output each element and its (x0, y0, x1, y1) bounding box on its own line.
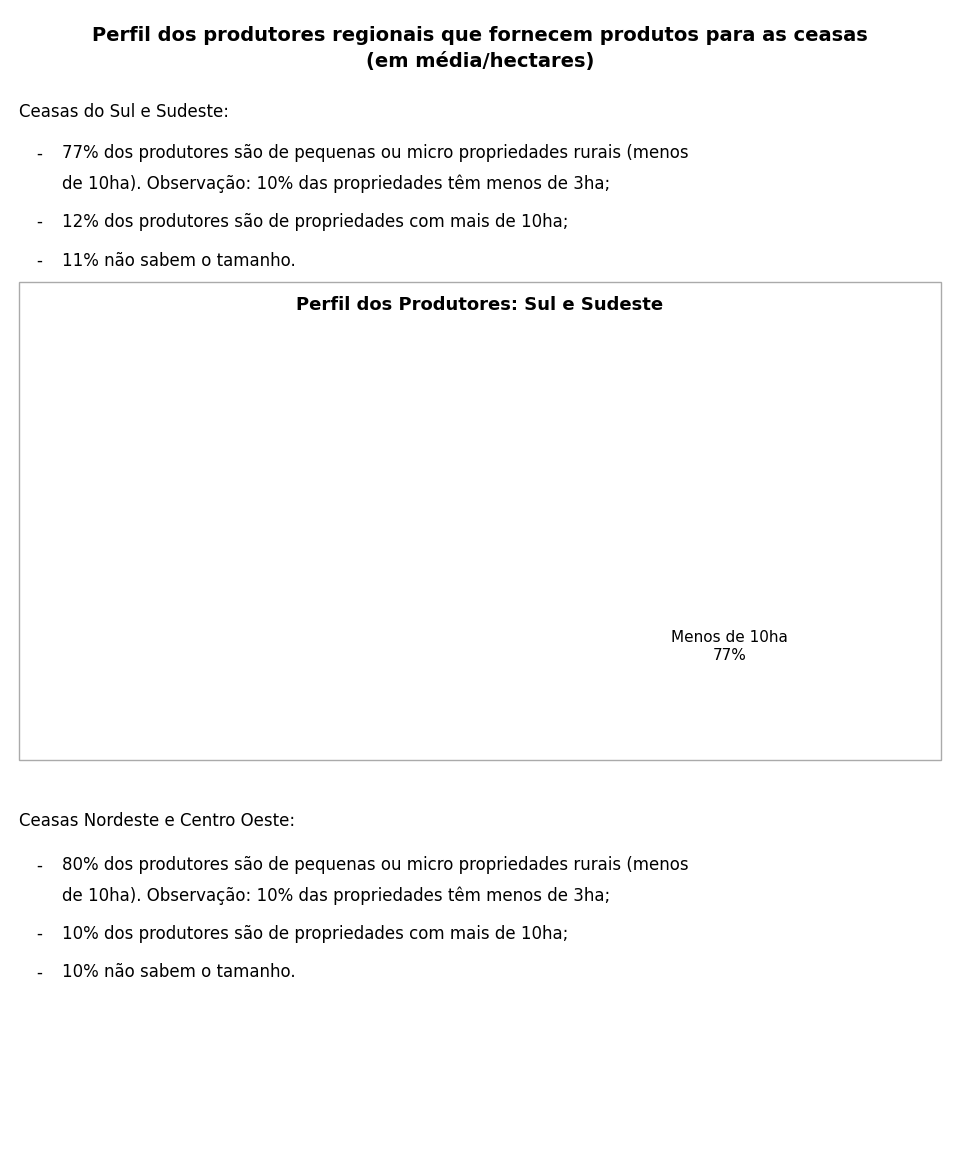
Text: -: - (36, 963, 42, 981)
Text: Ceasas Nordeste e Centro Oeste:: Ceasas Nordeste e Centro Oeste: (19, 812, 296, 829)
Text: Ceasas do Sul e Sudeste:: Ceasas do Sul e Sudeste: (19, 103, 229, 120)
Text: de 10ha). Observação: 10% das propriedades têm menos de 3ha;: de 10ha). Observação: 10% das propriedad… (62, 175, 611, 193)
Wedge shape (348, 353, 461, 530)
Wedge shape (284, 353, 637, 707)
Text: -: - (36, 856, 42, 874)
Wedge shape (285, 394, 461, 530)
Text: 80% dos produtores são de pequenas ou micro propriedades rurais (menos: 80% dos produtores são de pequenas ou mi… (62, 856, 689, 874)
Text: 11% não sabem o tamanho.: 11% não sabem o tamanho. (62, 252, 296, 269)
Text: 10% dos produtores são de propriedades com mais de 10ha;: 10% dos produtores são de propriedades c… (62, 925, 568, 942)
Text: -: - (36, 925, 42, 942)
Text: Perfil dos Produtores: Sul e Sudeste: Perfil dos Produtores: Sul e Sudeste (297, 296, 663, 313)
Text: 77% dos produtores são de pequenas ou micro propriedades rurais (menos: 77% dos produtores são de pequenas ou mi… (62, 144, 689, 162)
Text: Mais de 10ha
12%: Mais de 10ha 12% (171, 435, 273, 467)
Text: 10% não sabem o tamanho.: 10% não sabem o tamanho. (62, 963, 296, 981)
Text: Menos de 10ha
77%: Menos de 10ha 77% (671, 630, 788, 663)
Text: de 10ha). Observação: 10% das propriedades têm menos de 3ha;: de 10ha). Observação: 10% das propriedad… (62, 887, 611, 905)
Text: 12% dos produtores são de propriedades com mais de 10ha;: 12% dos produtores são de propriedades c… (62, 213, 569, 231)
Text: -: - (36, 144, 42, 162)
Text: (em média/hectares): (em média/hectares) (366, 52, 594, 71)
Text: Perfil dos produtores regionais que fornecem produtos para as ceasas: Perfil dos produtores regionais que forn… (92, 26, 868, 44)
Text: -: - (36, 252, 42, 269)
Text: -: - (36, 213, 42, 231)
Text: Não sabe
11%: Não sabe 11% (386, 282, 458, 315)
